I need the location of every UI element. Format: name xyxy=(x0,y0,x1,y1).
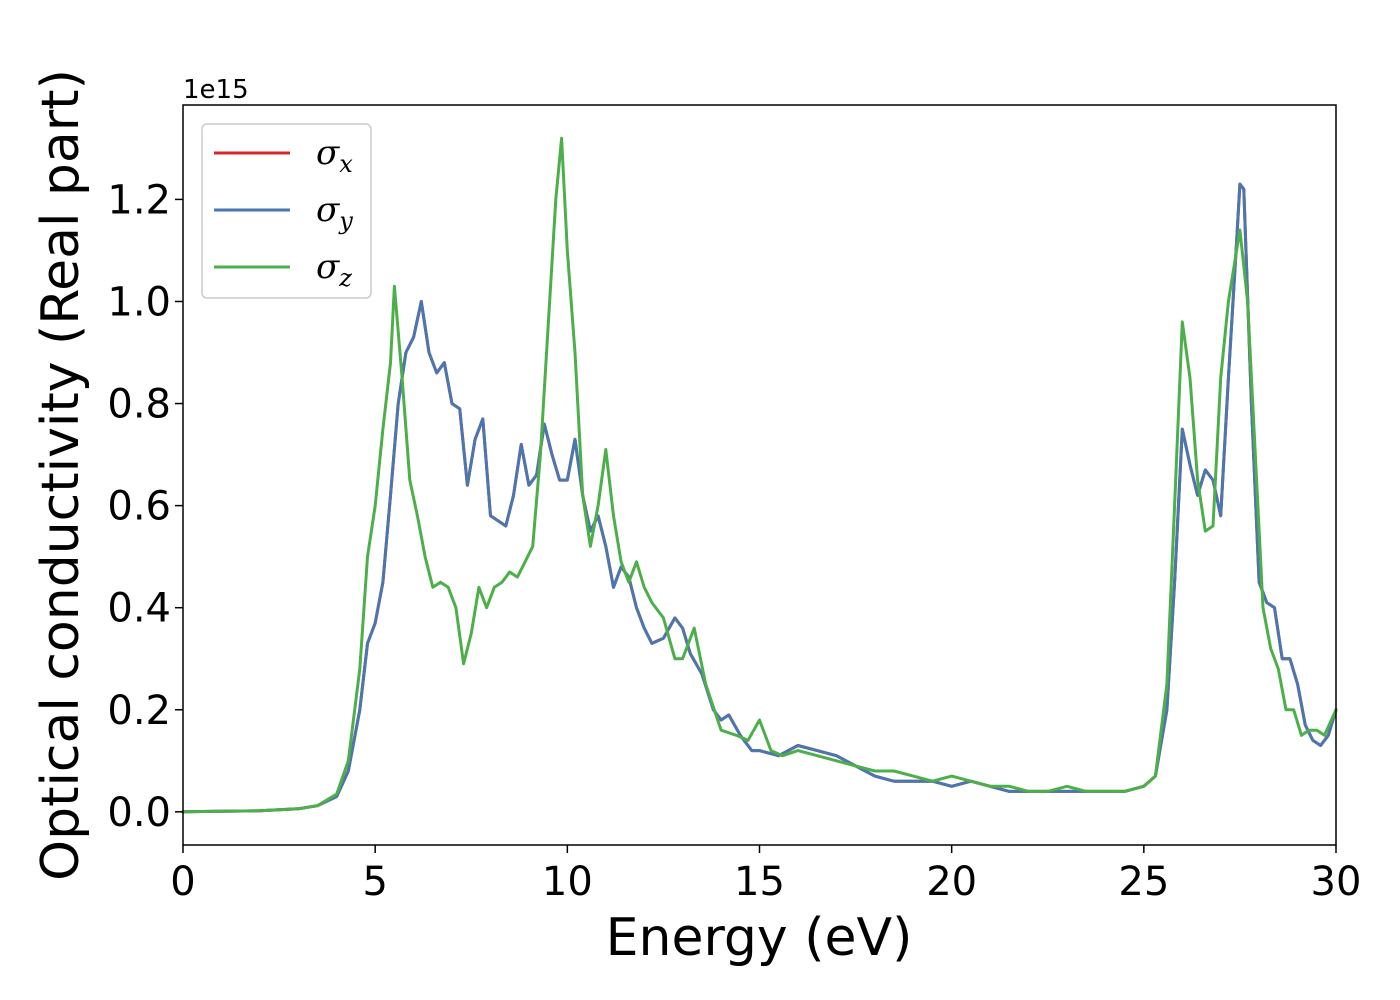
y-tick-label: 0.0 xyxy=(107,790,171,836)
y-tick-label: 0.6 xyxy=(107,484,171,530)
y-tick-label: 1.0 xyxy=(107,279,171,325)
x-axis-ticks: 0 5 10 15 20 25 30 xyxy=(170,845,1361,905)
x-tick-label: 0 xyxy=(170,859,195,905)
x-tick-label: 25 xyxy=(1118,859,1169,905)
y-axis-ticks: 0.0 0.2 0.4 0.6 0.8 1.0 1.2 xyxy=(107,177,183,836)
x-tick-label: 5 xyxy=(362,859,387,905)
series-lines xyxy=(181,136,1338,814)
x-tick-label: 20 xyxy=(926,859,977,905)
y-axis-title: Optical conductivity (Real part) xyxy=(31,69,91,881)
y-tick-label: 1.2 xyxy=(107,177,171,223)
series-line-z xyxy=(181,136,1338,814)
y-offset-label: 1e15 xyxy=(183,75,249,105)
y-tick-label: 0.4 xyxy=(107,586,171,632)
x-axis-title: Energy (eV) xyxy=(606,908,913,968)
x-tick-label: 10 xyxy=(542,859,593,905)
x-tick-label: 15 xyxy=(734,859,785,905)
y-tick-label: 0.8 xyxy=(107,382,171,428)
x-tick-label: 30 xyxy=(1311,859,1362,905)
y-tick-label: 0.2 xyxy=(107,688,171,734)
